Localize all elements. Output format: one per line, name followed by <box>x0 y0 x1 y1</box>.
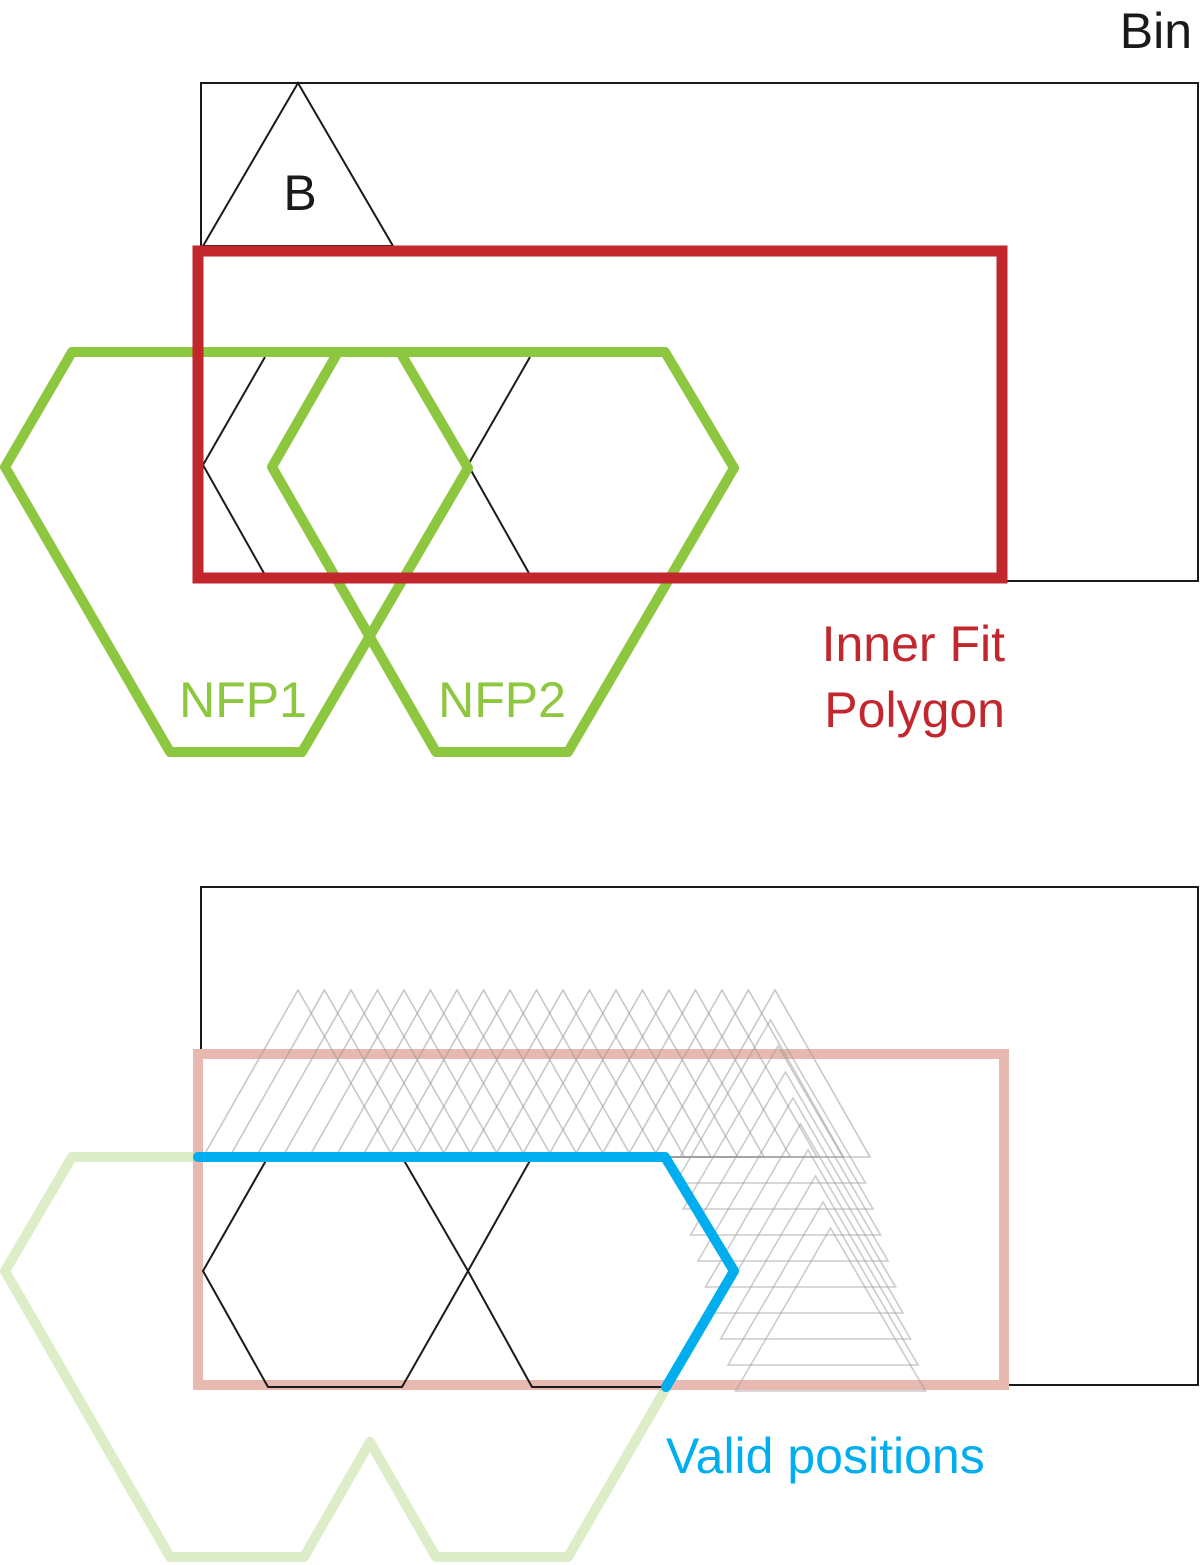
ghost-triangle <box>689 1070 882 1236</box>
ghost-triangle <box>681 1044 875 1210</box>
nfp-union-faded <box>0 1152 739 1562</box>
part-b-label: B <box>283 165 316 221</box>
placed-part-hex-1 <box>201 1156 470 1388</box>
ghost-triangles-top <box>201 988 872 1158</box>
ghost-triangle <box>704 1122 897 1288</box>
ghost-triangle <box>726 1200 920 1366</box>
bottom-panel <box>0 886 1199 1562</box>
ghost-triangle <box>719 1174 912 1340</box>
inner-fit-polygon-rect <box>192 245 1008 584</box>
ghost-triangle <box>711 1148 905 1314</box>
ghost-triangles-side <box>674 1018 927 1392</box>
inner-fit-polygon-faded <box>193 1049 1009 1390</box>
placed-part-1-outline <box>201 356 266 576</box>
ghost-triangle <box>734 1226 927 1392</box>
ghost-triangle <box>674 1018 867 1184</box>
ghost-triangle <box>678 988 872 1158</box>
inner-fit-label-line1: Inner Fit <box>822 616 1006 672</box>
inner-fit-label-line2: Polygon <box>824 682 1005 738</box>
nfp2-label: NFP2 <box>438 672 566 728</box>
valid-positions-label: Valid positions <box>666 1428 985 1484</box>
ghost-triangle <box>696 1096 890 1262</box>
bin-label: Bin <box>1120 3 1192 59</box>
placed-part-2-outline <box>466 356 531 576</box>
nfp1-label: NFP1 <box>179 672 307 728</box>
top-panel <box>0 81 1199 757</box>
valid-positions-path <box>193 1152 739 1392</box>
bin-rect <box>200 82 1199 582</box>
nfp2-polygon <box>267 347 739 757</box>
